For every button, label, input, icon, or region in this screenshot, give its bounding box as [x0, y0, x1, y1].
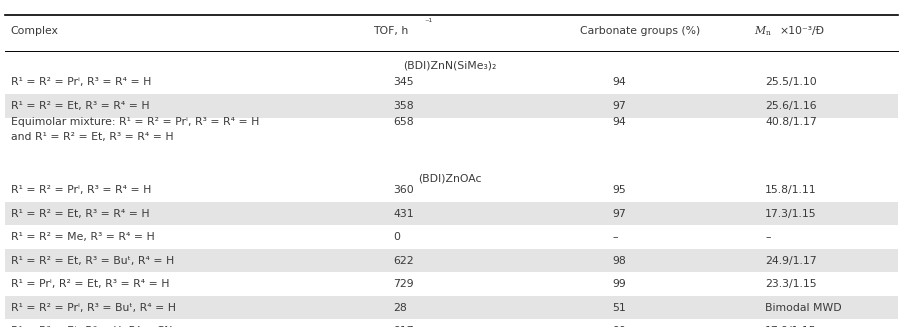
Text: $M_\mathrm{n}$: $M_\mathrm{n}$ [754, 24, 772, 38]
Text: 94: 94 [612, 117, 625, 127]
Text: Carbonate groups (%): Carbonate groups (%) [580, 26, 701, 36]
Text: Complex: Complex [11, 26, 58, 36]
Text: Equimolar mixture: R¹ = R² = Prⁱ, R³ = R⁴ = H: Equimolar mixture: R¹ = R² = Prⁱ, R³ = R… [11, 117, 259, 127]
Text: 90: 90 [612, 326, 625, 327]
Text: Bimodal MWD: Bimodal MWD [765, 303, 842, 313]
Bar [4, 202, 898, 225]
Text: 17.3/1.15: 17.3/1.15 [765, 209, 816, 218]
Text: 95: 95 [612, 185, 625, 195]
Text: R¹ = R² = Prⁱ, R³ = Buᵗ, R⁴ = H: R¹ = R² = Prⁱ, R³ = Buᵗ, R⁴ = H [11, 303, 176, 313]
Text: ×10⁻³/Đ: ×10⁻³/Đ [779, 26, 824, 36]
Text: 0: 0 [393, 232, 400, 242]
Text: and R¹ = R² = Et, R³ = R⁴ = H: and R¹ = R² = Et, R³ = R⁴ = H [11, 132, 174, 142]
Text: –: – [612, 232, 617, 242]
Text: 360: 360 [393, 185, 414, 195]
Text: R¹ = R² = Et, R³ = R⁴ = H: R¹ = R² = Et, R³ = R⁴ = H [11, 209, 149, 218]
Text: 23.3/1.15: 23.3/1.15 [765, 279, 816, 289]
Text: (BDI)ZnN(SiMe₃)₂: (BDI)ZnN(SiMe₃)₂ [403, 60, 497, 70]
Text: (BDI)ZnOAc: (BDI)ZnOAc [418, 174, 482, 183]
Bar [4, 94, 898, 118]
Text: R¹ = Prⁱ, R² = Et, R³ = R⁴ = H: R¹ = Prⁱ, R² = Et, R³ = R⁴ = H [11, 279, 169, 289]
Text: R¹ = R² = Me, R³ = R⁴ = H: R¹ = R² = Me, R³ = R⁴ = H [11, 232, 155, 242]
Text: 94: 94 [612, 77, 625, 87]
Text: 40.8/1.17: 40.8/1.17 [765, 117, 817, 127]
Text: 97: 97 [612, 101, 625, 111]
Text: 622: 622 [393, 256, 414, 266]
Text: 358: 358 [393, 101, 414, 111]
Text: 51: 51 [612, 303, 625, 313]
Text: R¹ = R² = Et, R³ = Buᵗ, R⁴ = H: R¹ = R² = Et, R³ = Buᵗ, R⁴ = H [11, 256, 174, 266]
Text: ⁻¹: ⁻¹ [425, 18, 433, 27]
Text: 431: 431 [393, 209, 414, 218]
Text: TOF, h: TOF, h [374, 26, 409, 36]
Text: 15.8/1.11: 15.8/1.11 [765, 185, 816, 195]
Text: 99: 99 [612, 279, 625, 289]
Text: 917: 917 [393, 326, 414, 327]
Bar [4, 249, 898, 272]
Text: 17.9/1.15: 17.9/1.15 [765, 326, 816, 327]
Text: 97: 97 [612, 209, 625, 218]
Bar [4, 296, 898, 319]
Text: R¹ = R² = Prⁱ, R³ = R⁴ = H: R¹ = R² = Prⁱ, R³ = R⁴ = H [11, 77, 151, 87]
Text: R¹ = R² = Prⁱ, R³ = R⁴ = H: R¹ = R² = Prⁱ, R³ = R⁴ = H [11, 185, 151, 195]
Text: –: – [765, 232, 770, 242]
Text: 658: 658 [393, 117, 414, 127]
Text: R¹ = R² = Et, R³ = H, R⁴ = CN: R¹ = R² = Et, R³ = H, R⁴ = CN [11, 326, 172, 327]
Text: R¹ = R² = Et, R³ = R⁴ = H: R¹ = R² = Et, R³ = R⁴ = H [11, 101, 149, 111]
Text: 729: 729 [393, 279, 414, 289]
Text: 24.9/1.17: 24.9/1.17 [765, 256, 816, 266]
Text: 25.6/1.16: 25.6/1.16 [765, 101, 816, 111]
Text: 28: 28 [393, 303, 407, 313]
Text: 98: 98 [612, 256, 625, 266]
Text: 25.5/1.10: 25.5/1.10 [765, 77, 817, 87]
Text: 345: 345 [393, 77, 414, 87]
